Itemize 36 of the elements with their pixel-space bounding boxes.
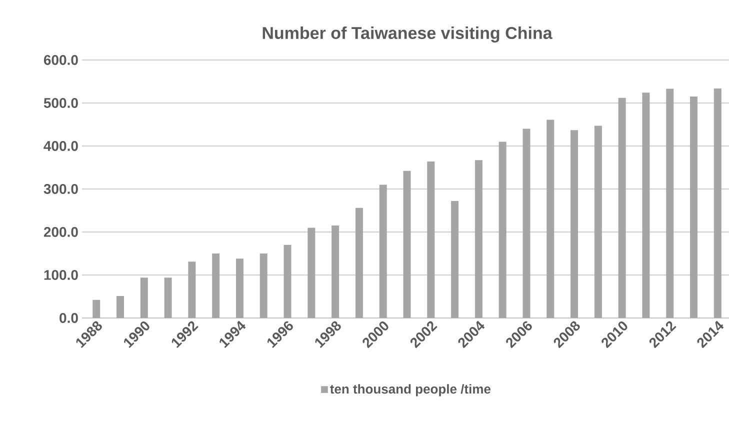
bar	[236, 258, 244, 318]
bar	[642, 92, 650, 318]
bar	[355, 208, 363, 318]
chart-title: Number of Taiwanese visiting China	[262, 26, 552, 42]
bar	[379, 184, 387, 318]
y-tick-label: 600.0	[44, 55, 78, 65]
y-tick-label: 400.0	[44, 141, 78, 151]
bar	[403, 170, 411, 318]
bar	[284, 244, 292, 318]
bar	[474, 160, 482, 318]
bar	[140, 278, 148, 318]
legend-label: ten thousand people /time	[330, 384, 491, 396]
bar	[498, 142, 506, 318]
y-tick-label: 0.0	[60, 313, 78, 323]
bar	[308, 228, 316, 318]
bar	[714, 88, 722, 318]
bar	[666, 88, 674, 318]
bar	[451, 201, 459, 318]
bar	[188, 262, 196, 318]
y-tick-label: 500.0	[44, 98, 78, 108]
bar	[212, 253, 220, 318]
bar	[116, 296, 124, 318]
bar	[332, 226, 340, 318]
bar	[690, 96, 698, 318]
bar	[522, 128, 530, 318]
bar	[92, 300, 100, 318]
y-tick-label: 200.0	[44, 227, 78, 237]
y-tick-label: 300.0	[44, 184, 78, 194]
bar	[427, 161, 435, 318]
bar	[594, 126, 602, 318]
bar	[546, 120, 554, 318]
bar	[570, 130, 578, 318]
bar	[260, 253, 268, 318]
bar	[164, 278, 172, 318]
y-tick-label: 100.0	[44, 270, 78, 280]
bar	[618, 98, 626, 318]
